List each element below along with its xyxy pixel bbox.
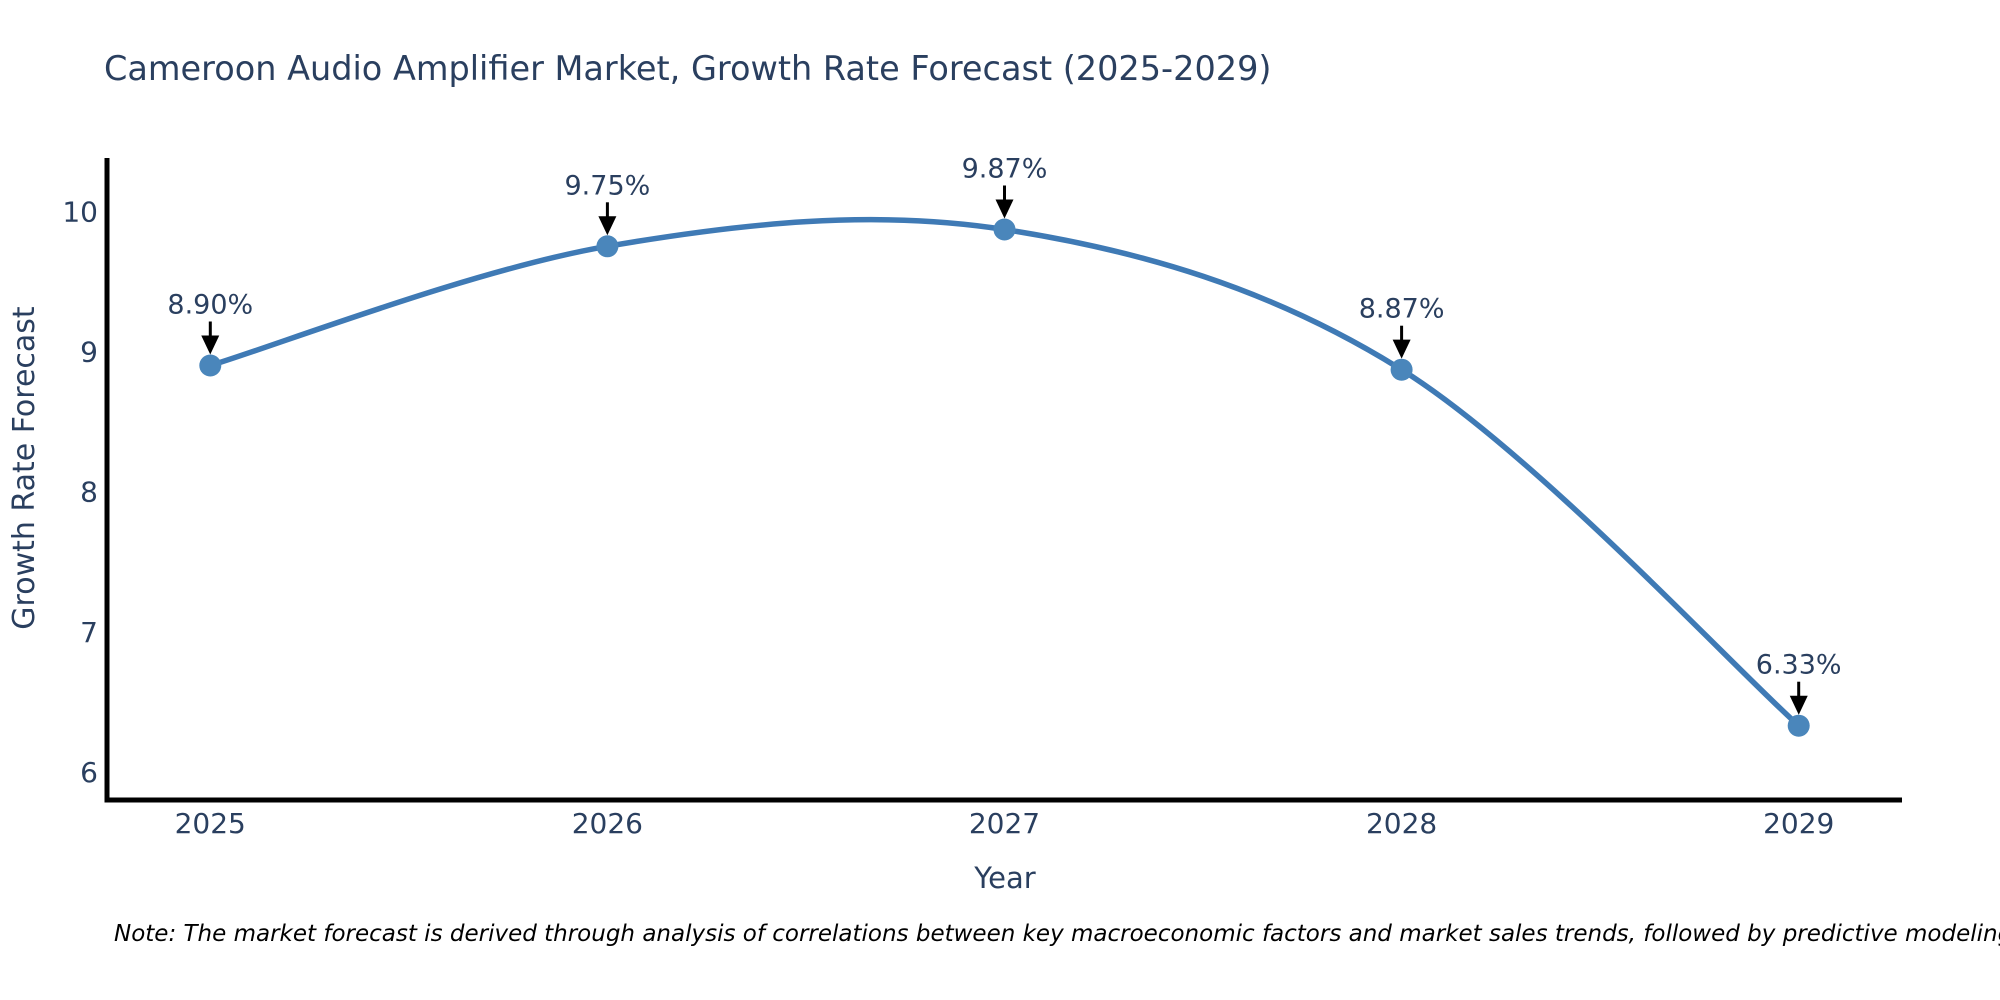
x-tick-label: 2025 <box>175 807 246 840</box>
data-point-marker[interactable] <box>993 218 1016 241</box>
y-tick-label: 10 <box>62 195 98 228</box>
annotation-label: 8.90% <box>167 290 253 321</box>
forecast-line <box>207 216 1802 729</box>
chart-title: Cameroon Audio Amplifier Market, Growth … <box>104 49 1271 88</box>
plot-area: 6 7 8 9 10 2025 2026 2027 2028 2029 8.90% 9.75% 9.87… <box>62 154 1902 840</box>
y-tick-label: 9 <box>80 335 98 368</box>
annotation-arrowhead-icon <box>995 199 1014 219</box>
x-tick-label: 2029 <box>1763 807 1834 840</box>
x-tick-label: 2027 <box>969 807 1040 840</box>
annotation-label: 8.87% <box>1359 294 1445 325</box>
annotation-arrowhead-icon <box>1392 339 1411 359</box>
data-point-marker[interactable] <box>1787 714 1810 737</box>
annotation-arrowhead-icon <box>598 216 617 236</box>
axis-lines <box>104 158 1902 803</box>
annotation-label: 6.33% <box>1756 650 1842 681</box>
annotation-label: 9.75% <box>565 170 651 201</box>
y-tick-label: 6 <box>80 756 98 789</box>
data-point-marker[interactable] <box>1390 358 1413 381</box>
annotation-arrowhead-icon <box>201 335 220 355</box>
y-tick-label: 8 <box>80 476 98 509</box>
annotation-label: 9.87% <box>962 154 1048 185</box>
data-point-marker[interactable] <box>199 354 222 377</box>
x-tick-label: 2028 <box>1366 807 1437 840</box>
y-axis-title: Growth Rate Forecast <box>7 306 42 630</box>
annotation-arrowhead-icon <box>1789 695 1808 715</box>
x-axis-title: Year <box>973 861 1035 895</box>
x-tick-label: 2026 <box>572 807 643 840</box>
data-point-marker[interactable] <box>596 235 619 258</box>
footnote: Note: The market forecast is derived thr… <box>114 921 2000 947</box>
y-tick-label: 7 <box>80 616 98 649</box>
